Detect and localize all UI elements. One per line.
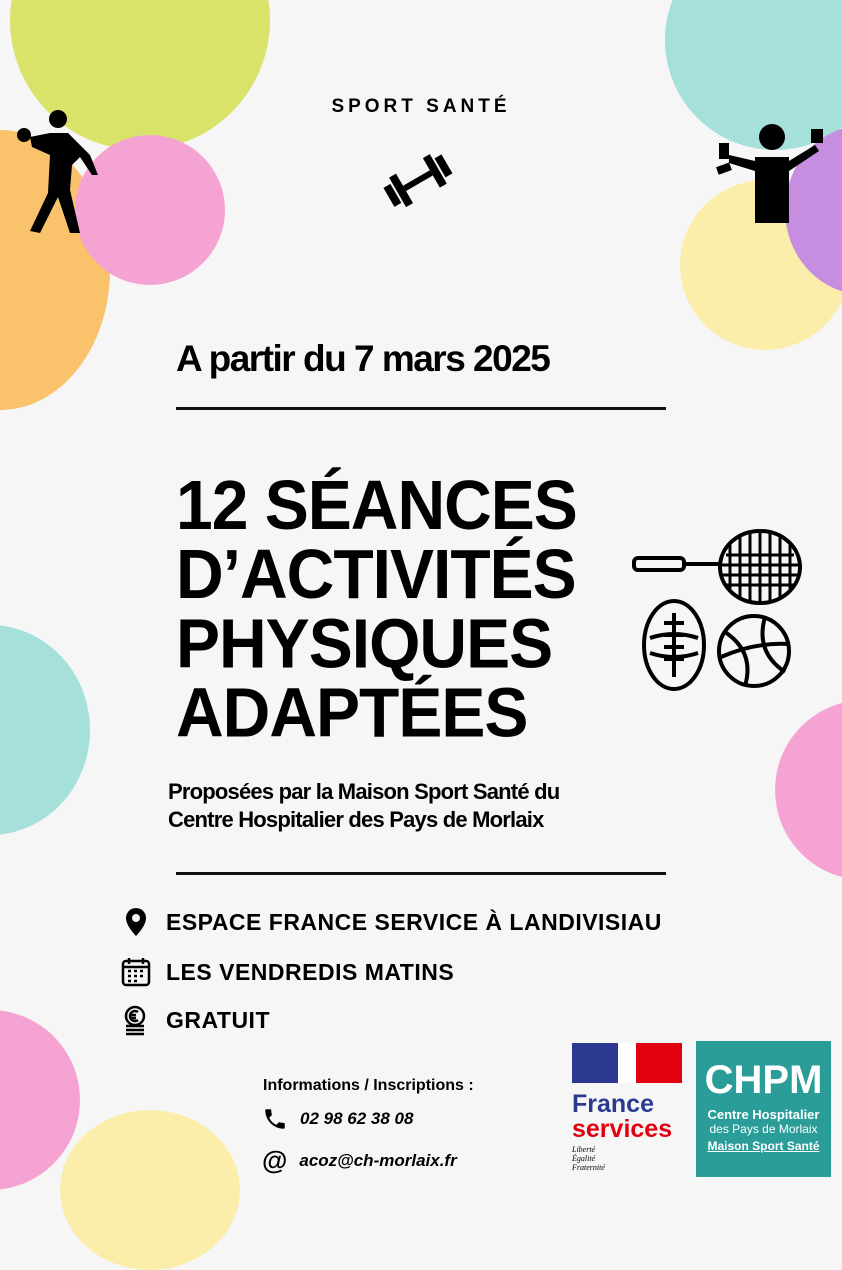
email-address[interactable]: acoz@ch-morlaix.fr <box>299 1150 457 1170</box>
phone-row: 02 98 62 38 08 <box>262 1106 413 1132</box>
location-pin-icon <box>126 908 146 936</box>
handball-player-icon <box>17 110 98 233</box>
logo-text: Centre Hospitalier <box>707 1107 820 1122</box>
price-text: GRATUIT <box>166 1006 271 1033</box>
motto: Égalité <box>572 1154 596 1163</box>
location-row: ESPACE FRANCE SERVICE À LANDIVISIAU <box>120 906 662 938</box>
phone-icon <box>265 1109 285 1129</box>
subtitle-line: Centre Hospitalier des Pays de Morlaix <box>168 807 544 832</box>
calendar-icon <box>121 958 151 987</box>
weightlifter-icon <box>715 124 823 223</box>
divider <box>176 407 666 410</box>
divider <box>176 872 666 875</box>
rugby-ball-icon <box>642 599 706 691</box>
basketball-icon <box>717 614 791 688</box>
euro-coins-icon <box>124 1005 146 1036</box>
motto: Liberté <box>572 1145 596 1154</box>
kicker-text: SPORT SANTÉ <box>331 96 511 117</box>
price-row: GRATUIT <box>120 1004 270 1036</box>
schedule-text: LES VENDREDIS MATINS <box>166 958 455 985</box>
motto: Fraternité <box>572 1163 605 1172</box>
start-date-heading: A partir du 7 mars 2025 <box>176 338 551 379</box>
subtitle-line: Proposées par la Maison Sport Santé du <box>168 779 560 804</box>
logo-text: Maison Sport Santé <box>707 1139 820 1153</box>
organizer-text: Proposées par la Maison Sport Santé du C… <box>168 778 560 834</box>
tennis-racket-icon <box>632 529 802 605</box>
schedule-row: LES VENDREDIS MATINS <box>120 956 454 988</box>
france-services-logo: France services Liberté Égalité Fraterni… <box>572 1043 682 1172</box>
logo-text: services <box>572 1115 673 1143</box>
contact-heading: Informations / Inscriptions : <box>263 1077 474 1094</box>
logo-text: des Pays de Morlaix <box>709 1122 818 1136</box>
title-line: D’ACTIVITÉS <box>176 535 577 613</box>
chpm-logo: CHPM Centre Hospitalier des Pays de Morl… <box>696 1041 831 1177</box>
logo-text: France <box>572 1090 654 1118</box>
email-row: @ acoz@ch-morlaix.fr <box>262 1145 457 1176</box>
title-line: ADAPTÉES <box>176 673 528 752</box>
title-line: 12 SÉANCES <box>176 465 578 544</box>
title-line: PHYSIQUES <box>176 604 553 683</box>
logo-text: CHPM <box>704 1058 823 1102</box>
phone-number[interactable]: 02 98 62 38 08 <box>300 1109 414 1128</box>
dumbbell-icon <box>383 154 453 208</box>
at-icon: @ <box>262 1145 288 1175</box>
main-title: 12 SÉANCES D’ACTIVITÉS PHYSIQUES ADAPTÉE… <box>176 465 578 752</box>
location-text: ESPACE FRANCE SERVICE À LANDIVISIAU <box>166 908 662 935</box>
